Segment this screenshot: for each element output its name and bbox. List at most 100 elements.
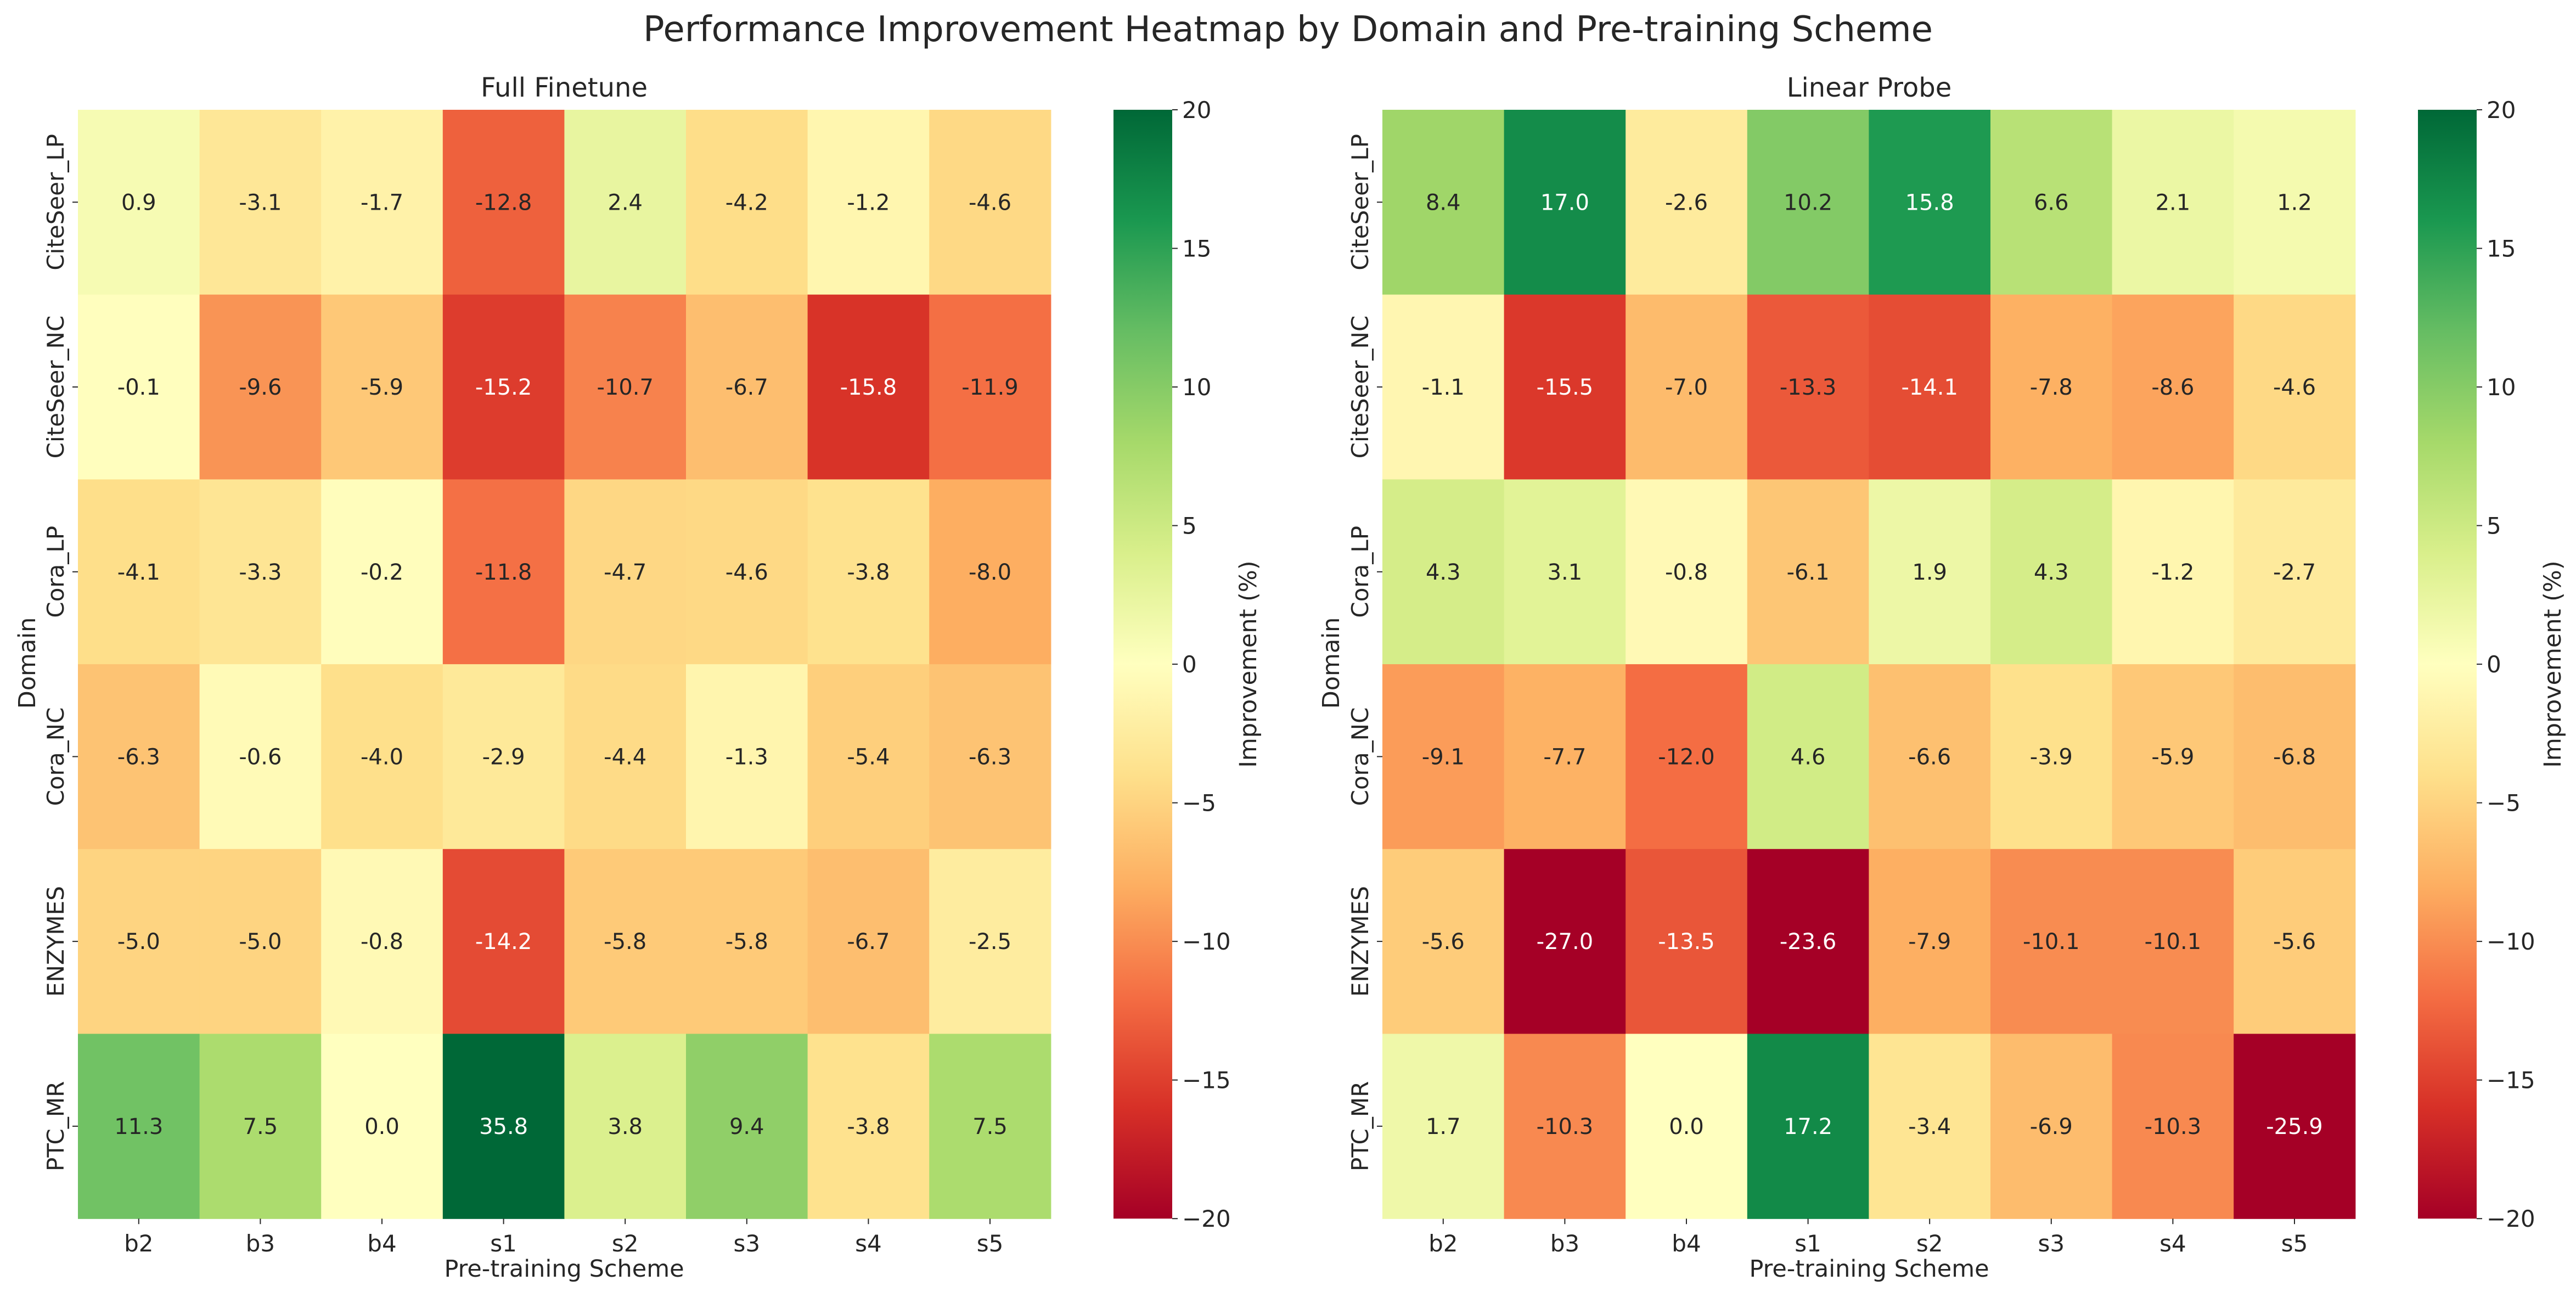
heatmap-cell: [686, 664, 808, 850]
heatmap-cell: [564, 849, 687, 1035]
colorbar-label: Improvement (%): [2539, 560, 2567, 767]
heatmap-cell: [1382, 1034, 1505, 1219]
colorbar: 20 15 10 5 0 −5 −10 −15 −20 Improvement (%): [1113, 97, 1262, 1232]
heatmap-cell: [199, 1034, 322, 1219]
cell-value-label: -11.8: [475, 560, 532, 585]
cell-value-label: -8.0: [969, 560, 1011, 585]
cell-value-label: 17.0: [1540, 190, 1589, 215]
cell-value-label: -2.5: [969, 929, 1011, 954]
x-tick-label: b3: [246, 1230, 275, 1257]
heatmap-cell: [1382, 294, 1505, 480]
colorbar-tick-label: −20: [1182, 1205, 1231, 1232]
cell-value-label: 4.3: [1426, 560, 1461, 585]
colorbar-tick-label: −20: [2487, 1205, 2535, 1232]
heatmap-cell: [1626, 664, 1748, 850]
cell-value-label: -5.8: [725, 929, 768, 954]
heatmap-cell: [321, 1034, 443, 1219]
cell-value-label: -1.2: [2151, 560, 2194, 585]
y-tick-label: PTC_MR: [1347, 1081, 1374, 1171]
cell-value-label: -5.6: [1422, 929, 1465, 954]
colorbar-tick-label: 15: [1182, 235, 1211, 262]
x-tick-label: s4: [855, 1230, 882, 1257]
heatmap-cell: [1869, 110, 1991, 295]
cell-value-label: -12.8: [475, 190, 532, 215]
heatmap-cell: [1382, 664, 1505, 850]
cell-value-label: -6.9: [2030, 1114, 2073, 1139]
cell-value-label: 0.9: [121, 190, 156, 215]
cell-value-label: -4.4: [604, 744, 646, 770]
heatmap-cell: [686, 1034, 808, 1219]
colorbar-tick-label: −5: [1182, 790, 1216, 817]
cell-value-label: 17.2: [1784, 1114, 1832, 1139]
x-tick-label: s4: [2159, 1230, 2186, 1257]
heatmap-cell: [1382, 849, 1505, 1035]
heatmap-cell: [442, 849, 565, 1035]
panel-title: Full Finetune: [481, 72, 648, 103]
colorbar-tick-label: 0: [1182, 651, 1197, 678]
cell-value-label: -5.4: [847, 744, 890, 770]
heatmap-cell: [1869, 294, 1991, 480]
heatmap-cell: [442, 479, 565, 665]
cell-value-label: 4.3: [2034, 560, 2069, 585]
heatmap-cell: [1504, 110, 1626, 295]
heatmap-cell: [1382, 110, 1505, 295]
cell-value-label: -13.5: [1658, 929, 1715, 954]
colorbar-tick-label: −15: [1182, 1067, 1231, 1094]
heatmap-cell: [686, 110, 808, 295]
x-tick-label: s5: [2281, 1230, 2308, 1257]
colorbar-gradient: [2418, 110, 2477, 1219]
cell-value-label: -2.7: [2273, 560, 2316, 585]
heatmap-panel-full-finetune: Full Finetune 0.9 -3.1 -1.7 -12.8 2.4 -4.2 -1.…: [14, 72, 1262, 1283]
x-tick-label: b3: [1550, 1230, 1579, 1257]
cell-value-label: -3.9: [2030, 744, 2073, 770]
heatmap-cell: [1626, 1034, 1748, 1219]
heatmap-cell: [1504, 294, 1626, 480]
heatmap-cell: [199, 479, 322, 665]
cell-value-label: -3.1: [239, 190, 282, 215]
cell-value-label: 6.6: [2034, 190, 2069, 215]
x-tick-label: s3: [2038, 1230, 2065, 1257]
cell-value-label: 0.0: [364, 1114, 400, 1139]
heatmap-cell: [1990, 1034, 2113, 1219]
cell-value-label: -6.1: [1787, 560, 1830, 585]
heatmap-cell: [199, 664, 322, 850]
heatmap-cell: [2234, 479, 2356, 665]
colorbar-tick-label: 10: [1182, 374, 1211, 401]
cell-value-label: 1.7: [1426, 1114, 1461, 1139]
cell-value-label: 8.4: [1426, 190, 1461, 215]
heatmap-cell: [929, 849, 1051, 1035]
cell-value-label: 11.3: [114, 1114, 163, 1139]
cell-value-label: -4.0: [361, 744, 403, 770]
cell-value-label: -10.1: [2145, 929, 2202, 954]
y-tick-labels: CiteSeer_LP CiteSeer_NC Cora_LP Cora_NC ENZY…: [1347, 134, 1382, 1171]
colorbar-label: Improvement (%): [1235, 560, 1262, 767]
heatmap-cell: [686, 294, 808, 480]
colorbar-tick-label: 20: [1182, 97, 1211, 123]
heatmap-cell: [2234, 664, 2356, 850]
heatmap-cell: [807, 849, 930, 1035]
cell-value-label: -4.6: [2273, 375, 2316, 400]
x-tick-label: b4: [367, 1230, 396, 1257]
y-tick-label: CiteSeer_NC: [1347, 316, 1374, 459]
cell-value-label: -0.8: [361, 929, 403, 954]
x-tick-label: s2: [1916, 1230, 1943, 1257]
heatmap-cell: [1747, 479, 1869, 665]
heatmap-cell: [1747, 1034, 1869, 1219]
heatmap-cell: [564, 664, 687, 850]
heatmap-cell: [78, 110, 200, 295]
cell-value-label: -14.1: [1901, 375, 1958, 400]
heatmap-cell: [1504, 664, 1626, 850]
heatmap-cell: [1626, 110, 1748, 295]
heatmap-cell: [1869, 1034, 1991, 1219]
heatmap-cell: [1626, 294, 1748, 480]
heatmap-cell: [1869, 849, 1991, 1035]
heatmap-cell: [78, 294, 200, 480]
colorbar-tick-label: 10: [2487, 374, 2516, 401]
cell-value-label: -10.1: [2023, 929, 2080, 954]
heatmap-cell: [199, 294, 322, 480]
cell-value-label: -9.1: [1422, 744, 1465, 770]
heatmap-cell: [1504, 479, 1626, 665]
cell-value-label: -14.2: [475, 929, 532, 954]
heatmap-cell: [442, 664, 565, 850]
